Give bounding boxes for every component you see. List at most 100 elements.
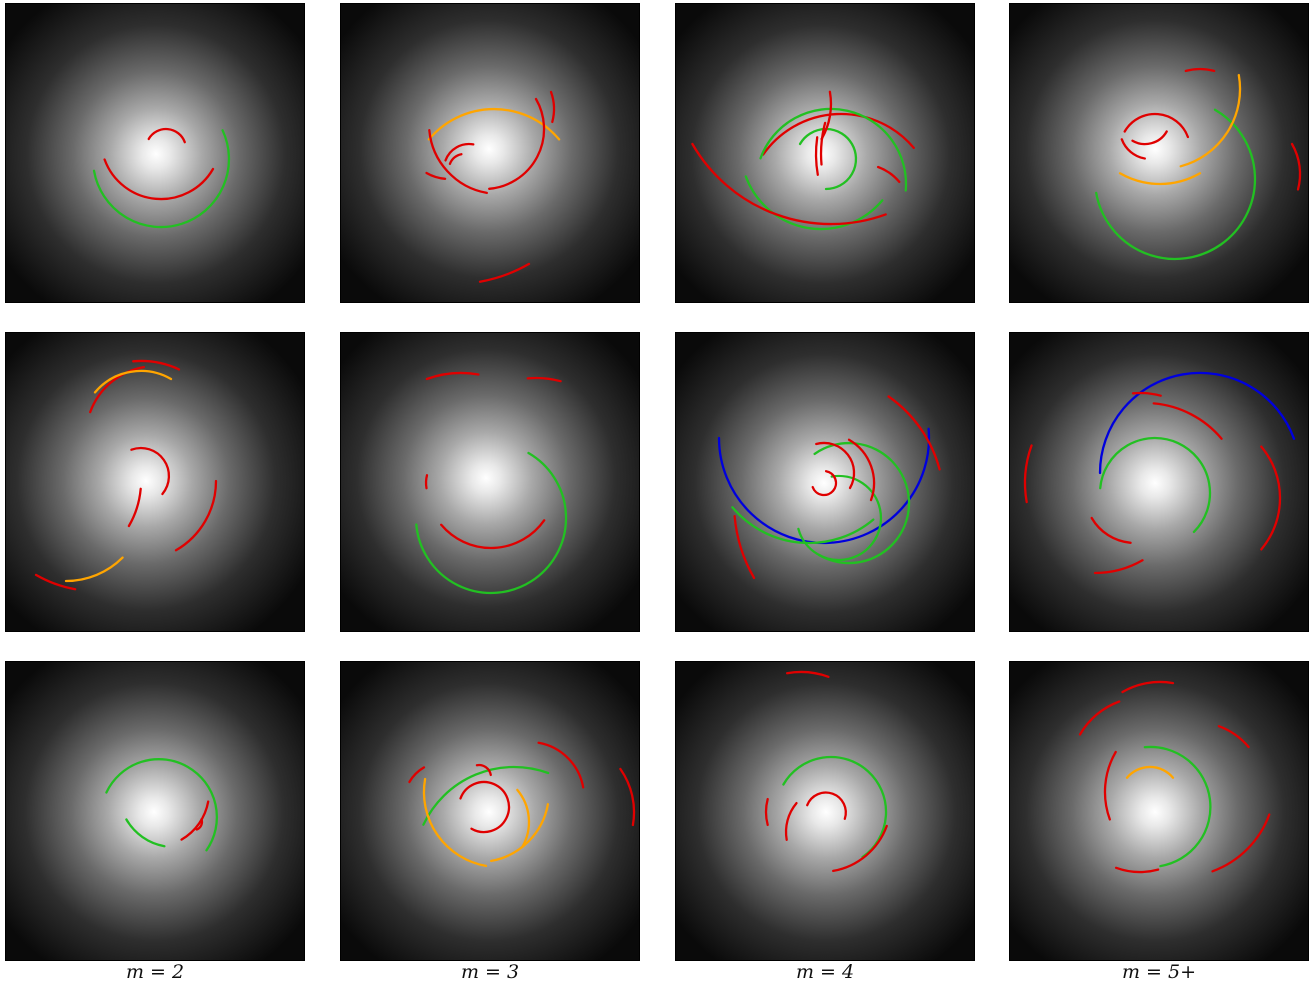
spiral-arm-red (89, 365, 145, 414)
spiral-arm-red (459, 780, 511, 834)
column-label-m3: m = 3 (460, 961, 520, 983)
galaxy-image (6, 333, 304, 631)
spiral-arm-green (1099, 436, 1212, 534)
spiral-arm-red (425, 171, 447, 180)
spiral-arm-red (691, 142, 887, 226)
galaxy-panel-r1-c1 (5, 3, 305, 303)
spiral-arm-green (422, 765, 550, 826)
galaxy-panel-r3-c2 (340, 661, 640, 961)
spiral-arm-red (785, 670, 830, 678)
spiral-arm-red (425, 371, 480, 381)
spiral-arm-red (1131, 130, 1168, 146)
spiral-arm-red (174, 479, 218, 552)
column-label-m4: m = 4 (795, 961, 855, 983)
galaxy-glow (676, 333, 974, 631)
spiral-arm-red (1078, 700, 1121, 736)
spiral-arm-green (731, 506, 875, 545)
spiral-arm-red (424, 474, 429, 490)
spiral-arm-orange (1125, 765, 1175, 779)
spiral-arm-red (34, 573, 77, 591)
spiral-arm-orange (516, 788, 531, 849)
spiral-arm-red (1152, 402, 1223, 440)
spiral-arm-green (415, 451, 568, 595)
spiral-arm-orange (1179, 73, 1242, 168)
spiral-arm-red (127, 487, 142, 528)
spiral-arm-green (797, 474, 883, 562)
spiral-arm-red (815, 441, 856, 490)
galaxy-glow (341, 662, 639, 960)
spiral-arm-red (806, 791, 847, 820)
spiral-arm-green (798, 127, 858, 191)
spiral-arm-red (132, 359, 181, 371)
spiral-arm-orange (490, 803, 550, 863)
spiral-arm-red (478, 262, 531, 283)
spiral-arm-red (1093, 559, 1144, 575)
spiral-arm-red (847, 438, 876, 502)
galaxy-glow (1010, 4, 1308, 302)
galaxy-image (676, 4, 974, 302)
spiral-arm-red (619, 767, 636, 827)
column-label-m5plus: m = 5+ (1121, 961, 1197, 983)
spiral-arm-green (92, 129, 231, 229)
spiral-arm-red (475, 763, 492, 777)
spiral-arm-red (408, 766, 426, 784)
galaxy-image (6, 662, 304, 960)
galaxy-image (341, 662, 639, 960)
galaxy-glow (6, 4, 304, 302)
spiral-arm-blue (1098, 371, 1296, 475)
spiral-arm-red (1090, 516, 1132, 544)
spiral-arm-red (1023, 444, 1033, 504)
spiral-arm-orange (422, 777, 488, 868)
spiral-arm-red (832, 824, 888, 873)
galaxy-panel-r1-c3 (675, 3, 975, 303)
spiral-arm-green (125, 818, 166, 848)
spiral-arm-red (1103, 750, 1117, 821)
spiral-arm-red (1114, 866, 1160, 874)
spiral-arm-red (444, 142, 475, 162)
galaxy-image (1010, 662, 1308, 960)
galaxy-panel-r2-c4 (1009, 332, 1309, 632)
galaxy-glow (341, 4, 639, 302)
spiral-arm-red (1121, 680, 1175, 694)
spiral-arm-red (764, 797, 769, 827)
spiral-arm-orange (1118, 172, 1202, 186)
spiral-arm-orange (64, 556, 124, 583)
galaxy-panel-r3-c4 (1009, 661, 1309, 961)
galaxy-panel-r3-c3 (675, 661, 975, 961)
spiral-arm-red (1120, 138, 1146, 160)
galaxy-panel-r3-c1 (5, 661, 305, 961)
spiral-arm-red (1123, 112, 1190, 139)
galaxy-image (676, 333, 974, 631)
spiral-arm-red (488, 97, 546, 190)
spiral-arm-red (130, 446, 171, 496)
spiral-arm-red (448, 153, 463, 166)
spiral-arm-red (1290, 142, 1302, 191)
galaxy-glow (676, 662, 974, 960)
spiral-arm-green (759, 107, 908, 192)
spiral-arm-red (1211, 813, 1271, 873)
spiral-arm-red (1260, 445, 1282, 551)
galaxy-panel-r2-c2 (340, 332, 640, 632)
galaxy-glow (341, 333, 639, 631)
spiral-arm-red (887, 395, 941, 471)
galaxy-panel-r1-c4 (1009, 3, 1309, 303)
spiral-arm-green (744, 175, 884, 231)
spiral-arm-green (105, 758, 219, 852)
spiral-arm-red (1217, 725, 1250, 749)
galaxy-panel-r1-c2 (340, 3, 640, 303)
galaxy-image (6, 4, 304, 302)
column-label-m2: m = 2 (125, 961, 185, 983)
galaxy-glow (1010, 662, 1308, 960)
spiral-arm-green (1143, 745, 1212, 868)
spiral-arm-red (876, 165, 901, 184)
galaxy-image (1010, 333, 1308, 631)
galaxy-panel-r2-c1 (5, 332, 305, 632)
spiral-arm-red (762, 112, 915, 156)
spiral-arm-red (428, 128, 488, 195)
spiral-arm-red (147, 127, 186, 144)
spiral-arm-red (1131, 391, 1162, 397)
spiral-arm-red (814, 136, 819, 176)
spiral-arm-blue (717, 427, 931, 545)
spiral-arm-red (784, 801, 798, 841)
spiral-arm-red (819, 121, 827, 166)
